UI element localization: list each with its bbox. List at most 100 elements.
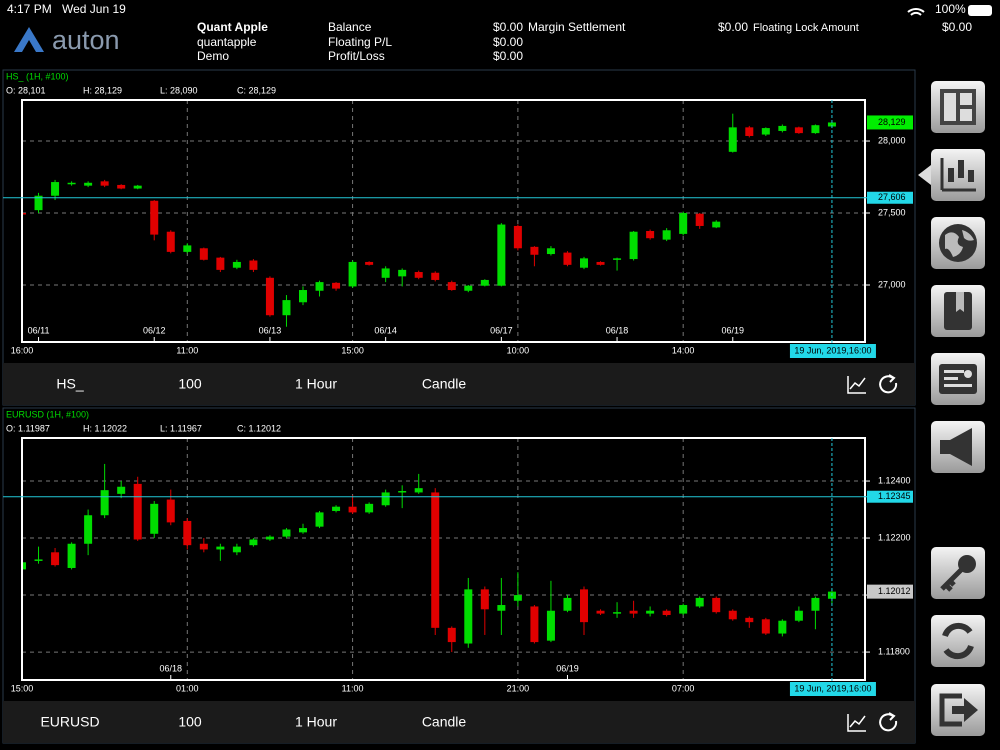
candle-body	[51, 182, 60, 196]
candle-body	[414, 488, 423, 493]
candle-body	[695, 213, 704, 226]
panel-background	[2, 407, 916, 744]
candle-body	[348, 506, 357, 513]
candle-body	[480, 589, 489, 610]
panel-background	[2, 69, 916, 406]
news-button[interactable]	[931, 421, 985, 473]
candle-body	[745, 617, 754, 623]
candle-body	[613, 258, 622, 260]
candle-body	[745, 127, 754, 136]
indicator-button[interactable]	[847, 376, 866, 394]
candle-body	[811, 125, 820, 134]
candle-body	[67, 543, 76, 568]
candle-body	[133, 483, 142, 540]
candle-body	[166, 231, 175, 252]
date-tick-label: 06/17	[490, 325, 513, 335]
ohlc-label: H: 28,129	[83, 85, 122, 95]
candle-body	[728, 127, 737, 152]
refresh-chart-button[interactable]	[879, 374, 898, 394]
candle-body	[100, 490, 109, 516]
last-price-label: 1.12012	[878, 586, 911, 596]
y-tick-label: 1.12200	[878, 532, 911, 542]
candle-body	[84, 182, 93, 186]
refresh-button[interactable]	[931, 615, 985, 667]
plot-border	[21, 437, 866, 681]
candle-body	[662, 230, 671, 240]
chart-panel: HS_ (1H, #100) O: 28,101 H: 28,129 L: 28,09…	[2, 69, 916, 406]
ohlc-label: O: 1.11987	[6, 423, 50, 433]
field-label: Floating P/L	[328, 35, 392, 49]
plot-border	[21, 99, 866, 343]
field-value: $0.00	[493, 49, 523, 63]
candle-body	[84, 515, 93, 544]
candle-body	[596, 610, 605, 614]
candle-body	[282, 300, 291, 316]
logout-button[interactable]	[931, 684, 985, 736]
candle-body	[117, 486, 126, 494]
x-tick-label: 16:00	[11, 345, 34, 355]
symbol-select[interactable]: EURUSD	[40, 714, 99, 730]
style-select[interactable]: Candle	[422, 376, 467, 392]
ohlc-label: L: 28,090	[160, 85, 198, 95]
candle-body	[150, 503, 159, 534]
lock-value: $0.00	[942, 20, 972, 34]
candle-body	[22, 213, 26, 215]
candle-body	[183, 245, 192, 252]
bars-select[interactable]: 100	[178, 714, 202, 730]
refresh-chart-button[interactable]	[879, 712, 898, 732]
candle-body	[67, 182, 76, 185]
candle-body	[34, 195, 43, 211]
symbol-select[interactable]: HS_	[56, 376, 83, 392]
period-select[interactable]: 1 Hour	[295, 376, 337, 392]
account-button[interactable]	[931, 353, 985, 405]
toolbar	[3, 701, 915, 743]
y-tick-label: 27,500	[878, 207, 906, 217]
chart-button[interactable]	[931, 149, 985, 201]
ohlc-label: H: 1.12022	[83, 423, 127, 433]
ohlc-label: O: 28,101	[6, 85, 46, 95]
date-tick-label: 06/14	[374, 325, 397, 335]
chart-title: EURUSD (1H, #100)	[6, 409, 89, 419]
candle-body	[480, 279, 489, 286]
crosshair-price-box	[867, 191, 913, 204]
crosshair-time-label: 19 Jun, 2019,16:00	[794, 345, 871, 355]
candle-body	[216, 546, 225, 550]
crosshair-price-box	[867, 490, 913, 503]
candles	[22, 463, 836, 653]
candle-body	[563, 597, 572, 611]
indicator-button[interactable]	[847, 714, 866, 732]
orders-button[interactable]	[931, 285, 985, 337]
candle-body	[778, 125, 787, 131]
key-button[interactable]	[931, 547, 985, 599]
candle-body	[662, 610, 671, 616]
y-tick-label: 27,000	[878, 279, 906, 289]
status-time: 4:17 PM	[7, 2, 52, 16]
candle-body	[34, 559, 43, 561]
candle-body	[133, 185, 142, 189]
candle-body	[431, 492, 440, 628]
candle-body	[580, 258, 588, 268]
candle-body	[414, 272, 423, 278]
market-button[interactable]	[931, 217, 985, 269]
ohlc-label: C: 28,129	[237, 85, 276, 95]
candle-body	[348, 261, 357, 287]
candle-body	[646, 231, 655, 239]
selection-arrow	[918, 165, 931, 185]
candle-body	[398, 491, 407, 493]
candle-body	[232, 261, 241, 268]
candle-body	[199, 543, 208, 550]
ohlc-label: C: 1.12012	[237, 423, 281, 433]
account-mode: Demo	[197, 49, 229, 63]
layout-button[interactable]	[931, 81, 985, 133]
style-select[interactable]: Candle	[422, 714, 467, 730]
lock-label: Floating Lock Amount	[753, 22, 859, 34]
date-tick-label: 06/12	[143, 325, 166, 335]
bars-select[interactable]: 100	[178, 376, 202, 392]
x-tick-label: 14:00	[672, 345, 695, 355]
candle-body	[629, 231, 638, 260]
candle-body	[265, 536, 274, 540]
last-price-box	[867, 115, 913, 130]
candle-body	[728, 610, 737, 620]
period-select[interactable]: 1 Hour	[295, 714, 337, 730]
